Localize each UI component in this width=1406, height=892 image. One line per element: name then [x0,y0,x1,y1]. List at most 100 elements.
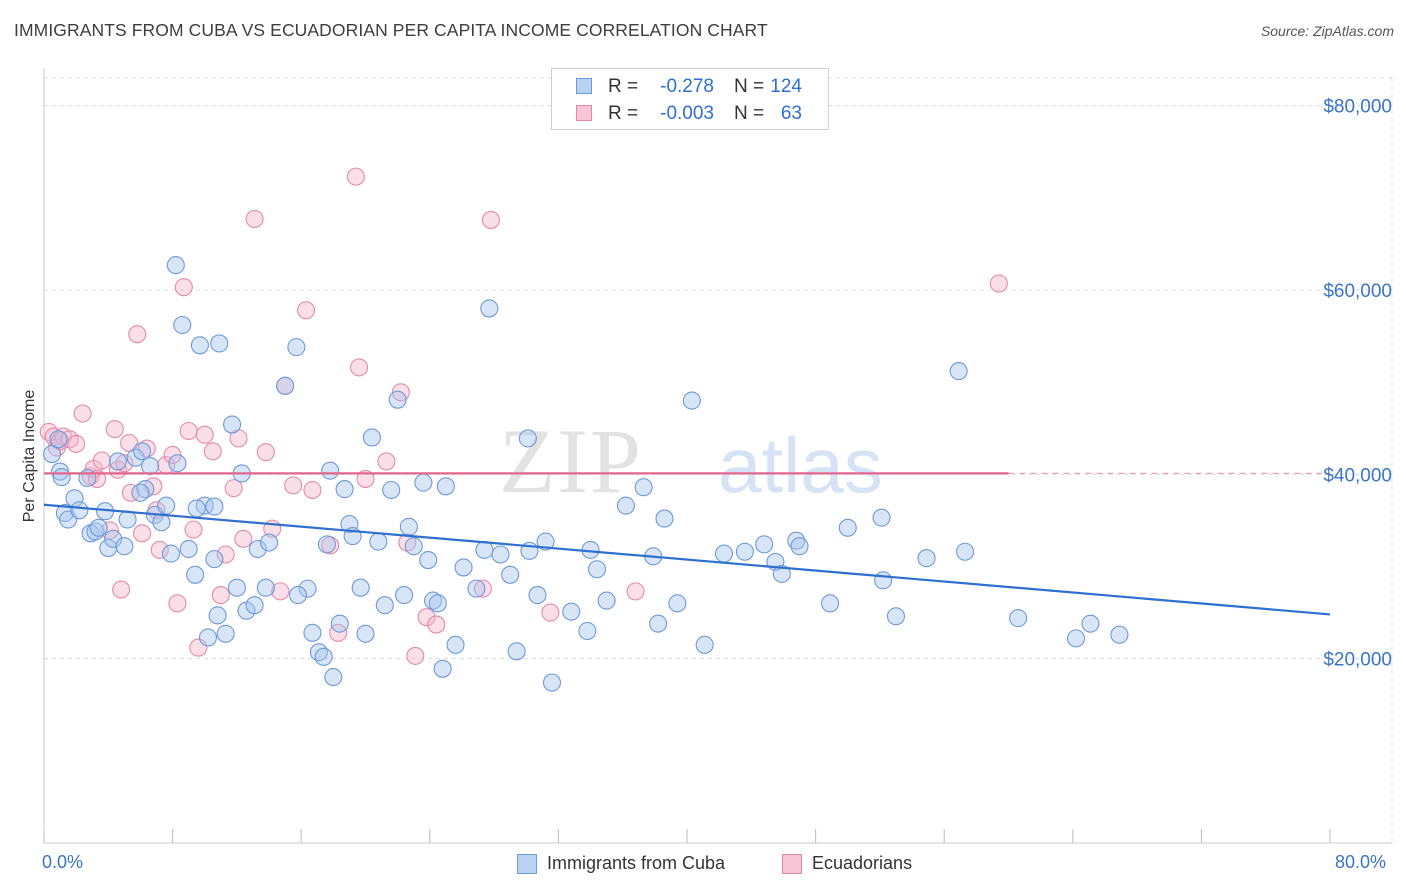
data-point-cuba [649,614,668,633]
data-point-cuba [597,591,616,610]
legend-r-value: -0.003 [660,103,714,124]
data-point-ecuadorians [284,476,303,495]
data-point-ecuadorians [406,646,425,665]
data-point-cuba [298,579,317,598]
data-point-cuba [324,668,343,687]
data-point-cuba [695,635,714,654]
data-point-ecuadorians [73,404,92,423]
data-point-cuba [587,560,607,579]
data-point-cuba [131,483,150,502]
data-point-cuba [917,549,936,568]
data-point-ecuadorians [168,594,187,613]
data-point-cuba [838,518,857,537]
legend-row-ecuadorians: R = -0.003 N = 63 [552,100,828,128]
data-point-cuba [668,594,687,613]
data-point-cuba [382,480,401,500]
data-point-cuba [454,558,473,577]
series-ecuadorians [39,167,1008,665]
data-point-ecuadorians [473,579,492,598]
data-point-cuba [949,362,968,381]
data-point-cuba [395,586,414,605]
data-point-cuba [886,607,906,626]
data-point-cuba [227,578,246,597]
data-point-ecuadorians [271,582,290,601]
data-point-ecuadorians [133,524,152,543]
bottom-legend-label-cuba: Immigrants from Cuba [547,853,726,873]
data-point-cuba [179,539,198,559]
data-point-cuba [755,535,774,554]
data-point-cuba [314,647,333,666]
data-point-cuba [735,542,754,561]
data-point-cuba [1009,609,1028,628]
data-point-cuba [330,614,349,633]
x-axis-min-label: 0.0% [42,852,84,872]
data-point-ecuadorians [989,274,1008,293]
data-point-ecuadorians [303,480,322,500]
data-point-cuba [287,338,306,357]
data-point-ecuadorians [128,325,147,344]
trend-lines [43,472,1331,616]
data-point-ecuadorians [245,209,264,229]
data-point-ecuadorians [211,586,230,605]
legend-row-cuba: R = -0.278 N = 124 [552,73,828,101]
data-point-cuba [790,537,809,556]
source-credit: Source: ZipAtlas.com [1260,23,1394,39]
data-point-cuba [335,480,354,499]
data-point-cuba [259,533,279,552]
data-point-cuba [317,535,336,554]
data-point-cuba [518,429,537,448]
chart-title: IMMIGRANTS FROM CUBA VS ECUADORIAN PER C… [14,20,768,40]
legend-r-value: -0.278 [660,76,714,97]
data-point-cuba [536,532,555,551]
legend-r-label: R = [608,103,639,124]
data-point-cuba [104,529,123,548]
data-point-cuba [874,571,893,590]
data-point-ecuadorians [427,615,446,634]
data-point-cuba [956,542,975,561]
data-point-cuba [186,565,205,584]
trend-line-cuba [43,503,1331,616]
data-point-cuba [89,518,108,537]
data-point-cuba [115,537,134,556]
data-point-ecuadorians [541,603,560,622]
data-point-cuba [208,606,227,625]
legend-r-label: R = [608,76,639,97]
data-point-ecuadorians [356,469,375,488]
data-point-ecuadorians [115,454,134,473]
correlation-legend: R = -0.278 N = 124 R = -0.003 N = 63 [551,68,829,130]
data-point-cuba [78,468,97,488]
watermark-zip: ZIP [499,410,643,512]
data-point-ecuadorians [163,445,182,465]
data-point-ecuadorians [256,443,275,462]
data-point-ecuadorians [224,479,243,498]
data-point-cuba [1110,625,1129,644]
data-point-ecuadorians [481,210,500,229]
data-point-cuba [321,461,340,480]
data-point-cuba [190,336,209,355]
data-point-cuba [423,591,443,610]
y-tick-label: $80,000 [1323,97,1392,118]
data-point-cuba [70,501,89,520]
data-point-cuba [419,550,438,570]
data-point-ecuadorians [121,483,140,502]
data-point-ecuadorians [92,451,111,470]
bottom-legend-label-ecuadorians: Ecuadorians [812,853,913,873]
data-point-ecuadorians [296,301,316,320]
data-point-cuba [351,578,370,597]
legend-n-value: 124 [770,76,802,97]
data-point-cuba [356,624,375,643]
data-point-cuba [528,586,547,605]
data-point-ecuadorians [87,469,107,488]
data-point-cuba [501,565,520,584]
data-point-cuba [216,624,235,643]
y-tick-labels: $20,000 $40,000 $60,000 $80,000 [1323,97,1392,671]
data-point-cuba [507,642,526,661]
data-point-cuba [108,452,127,471]
data-point-cuba [126,448,145,467]
data-point-ecuadorians [184,520,203,539]
data-point-cuba [562,602,581,621]
data-point-cuba [245,596,264,615]
y-axis-title: Per Capita Income [21,389,38,523]
data-point-ecuadorians [216,545,235,564]
